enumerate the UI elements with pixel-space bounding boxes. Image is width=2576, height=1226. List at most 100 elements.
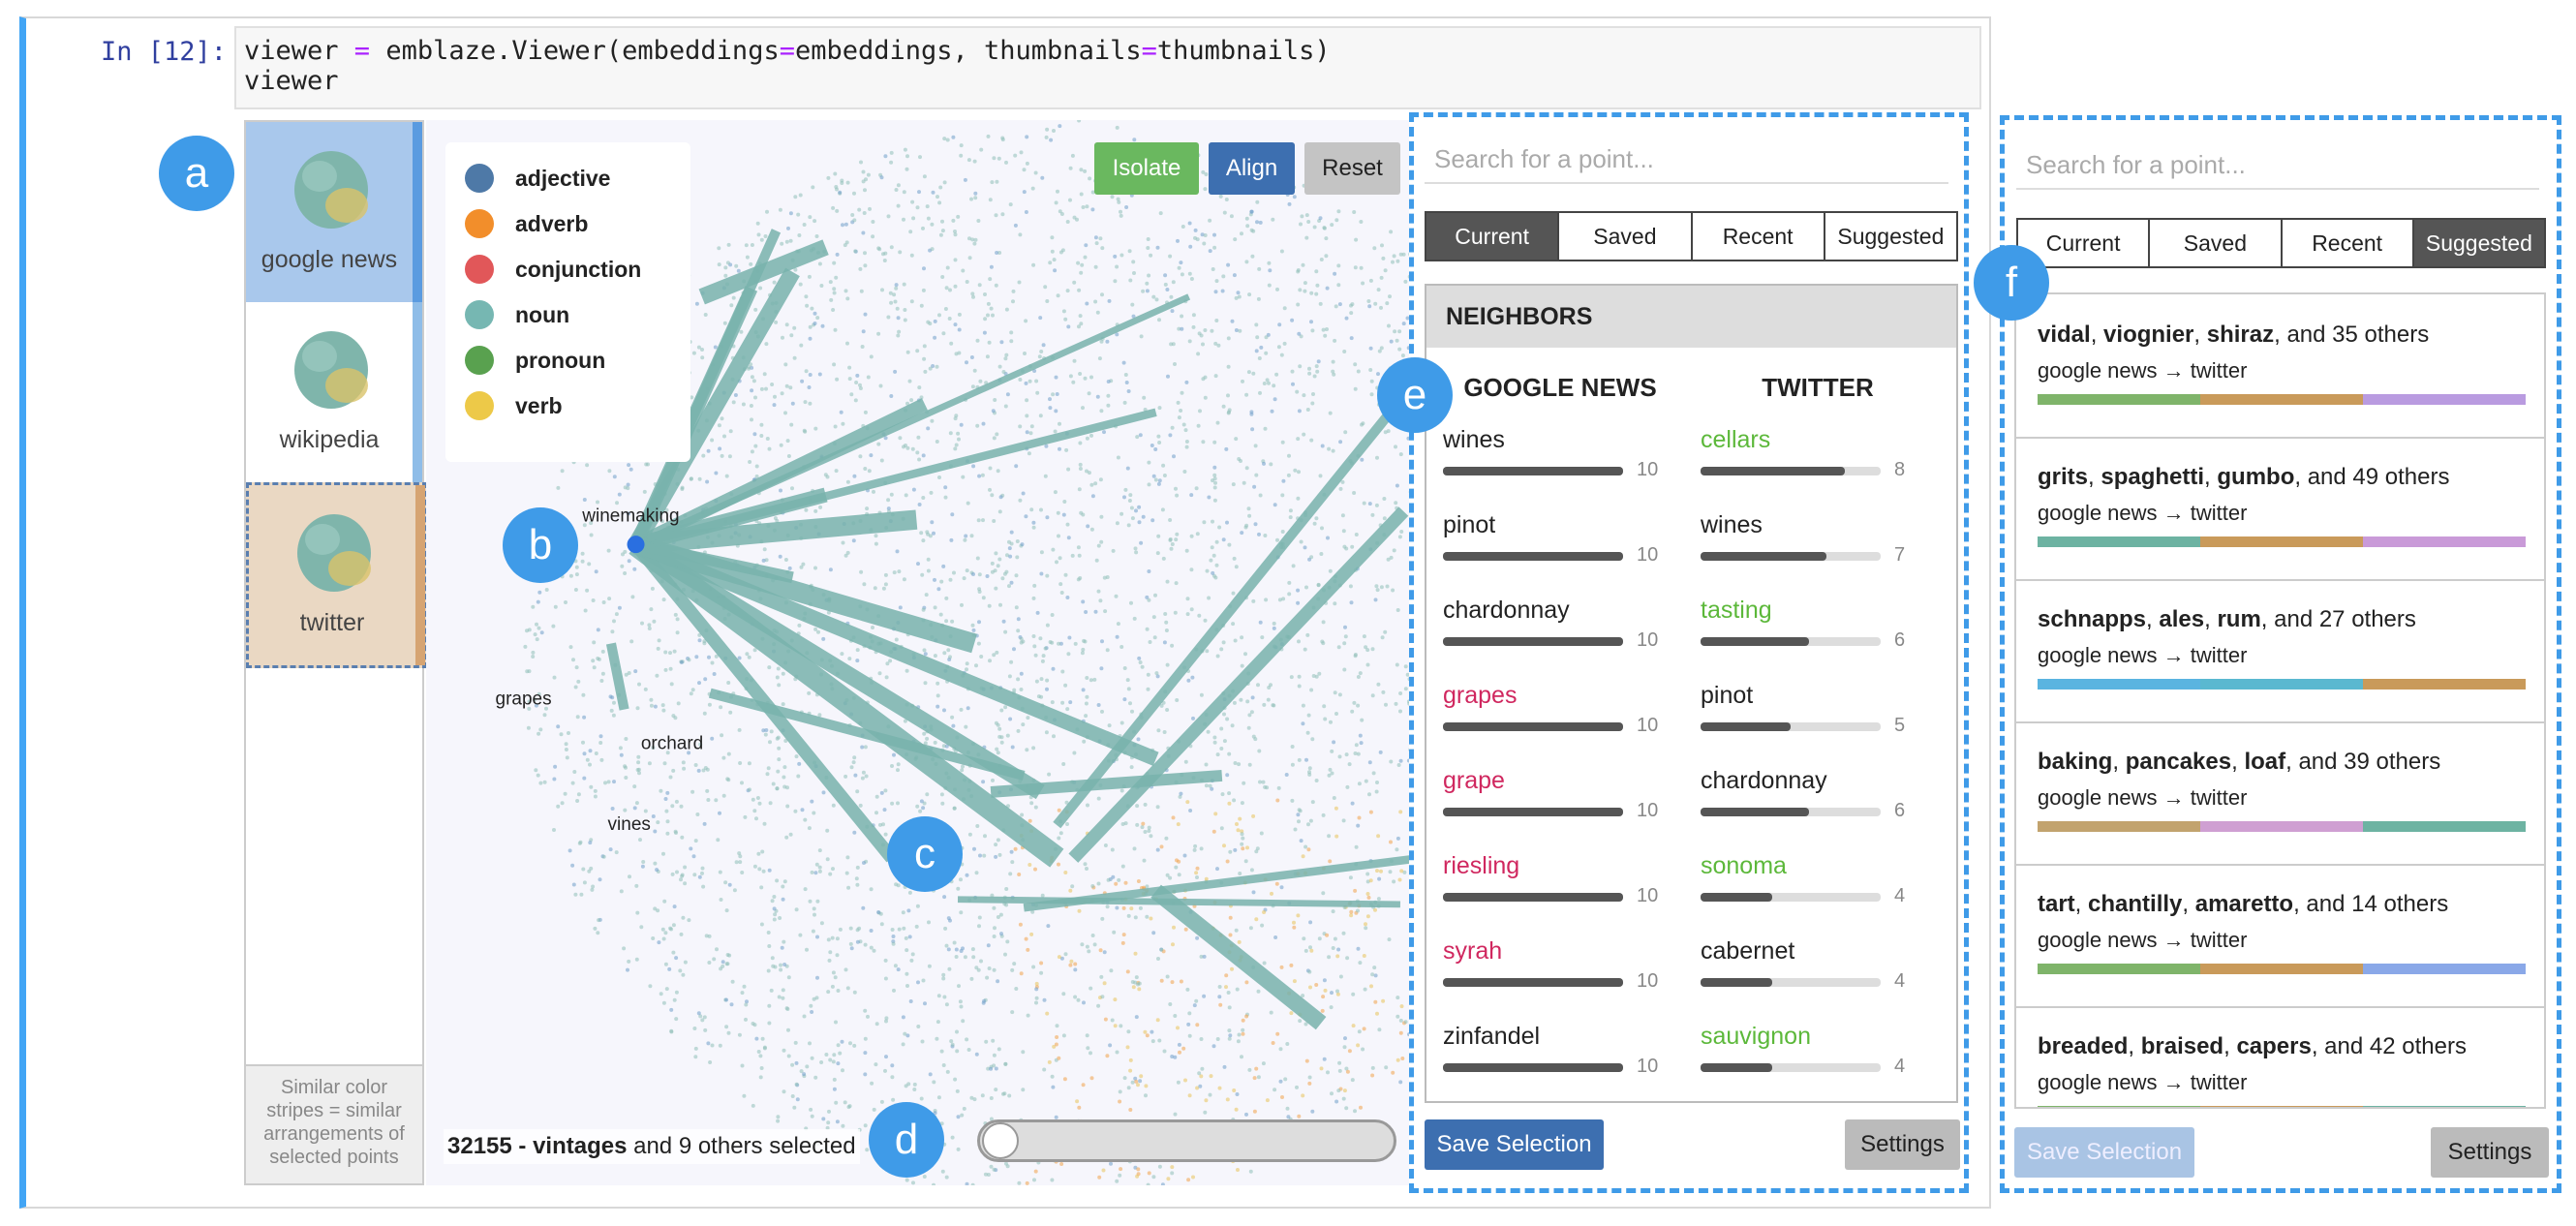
legend-label: noun xyxy=(515,301,570,327)
stripe xyxy=(2038,679,2200,690)
selected-point xyxy=(627,536,645,554)
card-stripes xyxy=(2038,679,2526,690)
legend-label: verb xyxy=(515,392,563,418)
code-line: viewer xyxy=(244,66,339,96)
selection-status: 32155 - vintages and 9 others selected xyxy=(444,1129,860,1164)
column-header: GOOGLE NEWS xyxy=(1463,373,1657,402)
title-part: capers xyxy=(2236,1033,2312,1059)
slider-knob[interactable] xyxy=(982,1122,1019,1159)
tab[interactable]: Current xyxy=(2018,220,2151,266)
bar-track xyxy=(1443,467,1623,475)
legend-item: verb xyxy=(465,391,563,420)
tab[interactable]: Suggested xyxy=(1837,223,1945,249)
search-input[interactable]: Search for a point... xyxy=(2016,142,2539,190)
neighbor-count: 4 xyxy=(1894,885,1906,906)
toolbar-button[interactable]: Isolate xyxy=(1094,142,1199,195)
thumbnail[interactable]: twitter xyxy=(246,482,428,668)
suggestion-card[interactable]: grits, spaghetti, gumbo, and 49 others go… xyxy=(2016,437,2544,581)
suggestion-card[interactable]: breaded, braised, capers, and 42 others g… xyxy=(2016,1006,2544,1107)
card-title: breaded, braised, capers, and 42 others xyxy=(2038,1033,2467,1060)
bar xyxy=(1701,637,1809,646)
suggestion-card[interactable]: tart, chantilly, amaretto, and 14 others… xyxy=(2016,864,2544,1008)
bar xyxy=(1443,637,1623,646)
title-part: , xyxy=(2193,322,2207,348)
bar-track xyxy=(1701,637,1881,646)
connection-line xyxy=(1053,392,1408,829)
thumbnail[interactable]: wikipedia xyxy=(246,302,422,482)
thumbnail-label: twitter xyxy=(299,609,365,636)
connection-line xyxy=(708,688,1026,781)
settings-button[interactable]: Settings xyxy=(2431,1127,2549,1178)
bar-track xyxy=(1443,552,1623,561)
connection-line xyxy=(1068,506,1409,863)
save-button[interactable]: Save Selection xyxy=(2014,1127,2194,1178)
suggestion-card[interactable]: baking, pancakes, loaf, and 39 others goo… xyxy=(2016,721,2544,866)
bar xyxy=(1443,978,1623,987)
title-part: spaghetti xyxy=(2101,464,2205,490)
code-editor[interactable]: viewer = emblaze.Viewer(embeddings=embed… xyxy=(234,26,1981,109)
stripe xyxy=(2038,1106,2200,1107)
callout: c xyxy=(887,816,963,892)
connection-line xyxy=(1150,884,1327,1030)
stripe xyxy=(2200,964,2363,974)
suggestion-card[interactable]: schnapps, ales, rum, and 27 others google… xyxy=(2016,579,2544,723)
connection-line xyxy=(634,509,918,555)
thumbnail[interactable]: google news xyxy=(246,122,422,302)
title-part: , and 49 others xyxy=(2294,464,2450,490)
tab[interactable]: Current xyxy=(1426,213,1560,260)
title-part: loaf xyxy=(2244,749,2286,775)
stripe xyxy=(2200,536,2363,547)
legend-label: adverb xyxy=(515,210,589,236)
tab[interactable]: Saved xyxy=(1559,213,1693,260)
legend-swatch xyxy=(465,209,494,238)
suggestion-card[interactable]: vidal, viognier, shiraz, and 35 others go… xyxy=(2016,294,2544,439)
current-panel: Search for a point... Current Saved Recent S… xyxy=(1409,112,1969,1193)
search-input[interactable]: Search for a point... xyxy=(1425,137,1948,184)
neighbor-count: 5 xyxy=(1894,715,1906,736)
bar-track xyxy=(1443,637,1623,646)
tab[interactable]: Recent xyxy=(2283,220,2414,266)
neighbor-count: 6 xyxy=(1894,800,1906,821)
title-part: , and 35 others xyxy=(2274,322,2430,348)
bar xyxy=(1443,552,1623,561)
neighbor-word: sauvignon xyxy=(1701,1023,1811,1050)
slider[interactable] xyxy=(977,1119,1396,1162)
title-part: , and 42 others xyxy=(2311,1033,2467,1059)
callout: b xyxy=(503,507,578,583)
neighbor-word: cellars xyxy=(1701,426,1771,453)
title-part: amaretto xyxy=(2194,891,2294,917)
thumbnail-stripe xyxy=(413,302,422,482)
card-title: baking, pancakes, loaf, and 39 others xyxy=(2038,749,2440,776)
toolbar-button[interactable]: Align xyxy=(1209,142,1295,195)
bar xyxy=(1701,1063,1773,1072)
title-part: baking xyxy=(2038,749,2113,775)
tab[interactable]: Suggested xyxy=(2413,220,2544,266)
neighbor-count: 10 xyxy=(1637,885,1659,906)
point-label: grapes xyxy=(496,690,552,710)
save-button[interactable]: Save Selection xyxy=(1425,1119,1604,1170)
card-stripes xyxy=(2038,394,2526,405)
suggested-panel: Search for a point... Current Saved Recent S… xyxy=(2000,115,2561,1193)
title-part: shiraz xyxy=(2206,322,2275,348)
card-title: vidal, viognier, shiraz, and 35 others xyxy=(2038,322,2429,349)
stripe xyxy=(2200,821,2363,832)
neighbor-count: 4 xyxy=(1894,1056,1906,1077)
connection-line xyxy=(698,239,829,305)
connection-line xyxy=(631,536,1045,800)
title-part: chantilly xyxy=(2088,891,2183,917)
toolbar-button[interactable]: Reset xyxy=(1304,142,1400,195)
legend-swatch xyxy=(465,346,494,375)
title-part: , and 27 others xyxy=(2260,606,2416,632)
thumbnail-stripe xyxy=(415,485,425,665)
tab[interactable]: Recent xyxy=(1693,213,1825,260)
bar xyxy=(1701,722,1791,731)
tab[interactable]: Saved xyxy=(2150,220,2283,266)
settings-button[interactable]: Settings xyxy=(1845,1119,1960,1170)
bar xyxy=(1701,552,1827,561)
thumbnail-image xyxy=(294,331,368,409)
stripe xyxy=(2363,964,2526,974)
callout: a xyxy=(159,136,234,211)
prompt: In [12]: xyxy=(101,37,228,67)
title-part: grits xyxy=(2038,464,2089,490)
